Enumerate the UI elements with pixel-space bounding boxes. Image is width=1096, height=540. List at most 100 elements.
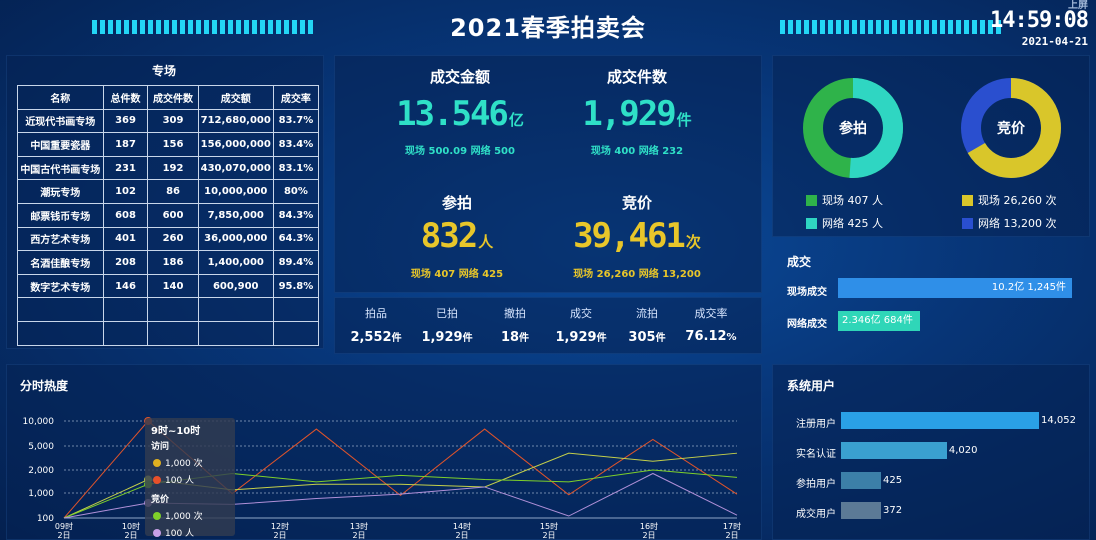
table-cell: 309	[147, 108, 199, 134]
stat-value: 305件	[628, 330, 666, 345]
fenshi-title: 分时热度	[20, 379, 69, 393]
fenshi-chart[interactable]: 10,0005,0002,0001,00010009时2日10时2日12时2日1…	[0, 405, 760, 540]
header-decoration-right	[780, 20, 1004, 34]
table-row[interactable]: 中国重要瓷器 187 156 156,000,000 83.4%	[17, 132, 320, 157]
zhuanchang-table: 名称 总件数 成交件数 成交额 成交率 近现代书画专场 369 309 712,680…	[17, 85, 320, 346]
table-row[interactable]	[17, 297, 320, 322]
col-header: 成交件数	[147, 85, 199, 110]
table-cell: 712,680,000	[197, 108, 274, 134]
table-cell: 600,900	[197, 273, 274, 299]
canpai-legend-onsite: 现场 407 人	[806, 192, 883, 208]
jingjia-legend-online: 网络 13,200 次	[962, 215, 1056, 231]
table-cell	[197, 320, 274, 346]
user-bar	[841, 412, 1039, 429]
table-row[interactable]: 近现代书画专场 369 309 712,680,000 83.7%	[17, 108, 320, 134]
x-tick-label: 09时	[55, 521, 73, 531]
bids-label: 竞价	[621, 194, 652, 212]
chengjiao-online-label: 网络成交	[787, 319, 827, 330]
chengjiao-onsite-label: 现场成交	[787, 287, 827, 298]
bids-value: 39,461 次	[573, 216, 701, 256]
stat-label: 成交	[570, 307, 592, 320]
col-header: 成交率	[272, 85, 320, 110]
bidders-sub: 现场 407 网络 425	[410, 269, 504, 280]
table-row[interactable]: 数字艺术专场 146 140 600,900 95.8%	[17, 273, 320, 299]
user-row-label: 实名认证	[796, 449, 836, 460]
table-cell: 中国重要瓷器	[17, 132, 104, 157]
stat-label: 已拍	[436, 307, 458, 320]
stat-item: 流拍 305件	[612, 305, 682, 345]
screen-label[interactable]: 上屏	[1068, 0, 1088, 11]
table-cell: 192	[147, 155, 199, 181]
table-cell: 邮票钱币专场	[17, 202, 104, 228]
jingjia-donut	[961, 78, 1061, 178]
x-tick-label: 10时	[122, 521, 140, 531]
y-tick-label: 100	[37, 514, 54, 524]
x-tick-date: 2日	[124, 531, 137, 540]
chart-tooltip: 9时~10时 访问 1,000 次 100 人 竞价 1,000 次 100 人	[145, 418, 235, 539]
user-bar-value: 14,052	[1041, 415, 1076, 426]
table-row[interactable]: 名酒佳酿专场 208 186 1,400,000 89.4%	[17, 250, 320, 275]
bids-sub: 现场 26,260 网络 13,200	[573, 269, 701, 280]
table-cell	[197, 297, 274, 322]
bidders-label: 参拍	[441, 194, 472, 212]
count-value: 1,929 件	[582, 94, 692, 134]
x-tick-date: 2日	[725, 531, 738, 540]
table-cell: 7,850,000	[197, 202, 274, 228]
table-row[interactable]: 邮票钱币专场 608 600 7,850,000 84.3%	[17, 202, 320, 228]
y-tick-label: 1,000	[28, 489, 54, 499]
table-cell: 140	[147, 273, 199, 299]
stat-value: 18件	[500, 330, 530, 345]
canpai-legend-online: 网络 425 人	[806, 215, 883, 231]
table-cell: 187	[102, 132, 149, 157]
table-row[interactable]	[17, 320, 320, 346]
amount-label: 成交金额	[429, 68, 490, 86]
stats-panel	[334, 297, 762, 354]
x-tick-date: 2日	[542, 531, 555, 540]
table-row[interactable]: 西方艺术专场 401 260 36,000,000 64.3%	[17, 226, 320, 252]
user-row-label: 成交用户	[796, 509, 836, 520]
count-sub: 现场 400 网络 232	[590, 146, 684, 157]
table-cell: 西方艺术专场	[17, 226, 104, 252]
user-row-label: 注册用户	[796, 419, 836, 430]
header-decoration-left	[92, 20, 316, 34]
table-cell	[147, 297, 199, 322]
tooltip-title: 9时~10时	[151, 426, 201, 437]
stat-label: 拍品	[365, 307, 387, 320]
table-cell: 数字艺术专场	[17, 273, 104, 299]
table-row[interactable]: 中国古代书画专场 231 192 430,070,000 83.1%	[17, 155, 320, 181]
table-row[interactable]: 潮玩专场 102 86 10,000,000 80%	[17, 179, 320, 204]
clock: 上屏 14:59:08 2021-04-21	[990, 0, 1089, 48]
table-cell: 10,000,000	[197, 179, 274, 204]
x-tick-date: 2日	[273, 531, 286, 540]
table-cell: 近现代书画专场	[17, 108, 104, 134]
chengjiao-title: 成交	[787, 255, 812, 269]
table-cell: 156,000,000	[197, 132, 274, 157]
stat-value: 1,929件	[421, 330, 473, 345]
table-cell: 83.1%	[272, 155, 320, 181]
x-tick-date: 2日	[455, 531, 468, 540]
table-cell	[17, 297, 104, 322]
y-tick-label: 10,000	[23, 417, 55, 427]
x-tick-date: 2日	[352, 531, 365, 540]
user-row-label: 参拍用户	[796, 479, 836, 490]
x-tick-label: 16时	[640, 521, 658, 531]
page-title: 2021春季拍卖会	[450, 14, 646, 42]
kpi-panel	[334, 55, 762, 293]
stat-value: 1,929件	[555, 330, 607, 345]
user-bar	[841, 472, 881, 489]
bidders-value: 832 人	[420, 216, 494, 256]
canpai-donut	[803, 78, 903, 178]
x-tick-label: 15时	[540, 521, 558, 531]
tooltip-row: 100 人	[153, 526, 229, 539]
stat-item: 成交率 76.12%	[676, 305, 746, 344]
table-cell: 潮玩专场	[17, 179, 104, 204]
table-cell: 608	[102, 202, 149, 228]
x-tick-label: 12时	[271, 521, 289, 531]
table-header-row: 名称 总件数 成交件数 成交额 成交率	[17, 85, 320, 110]
clock-date: 2021-04-21	[1021, 35, 1088, 48]
table-cell: 83.4%	[272, 132, 320, 157]
table-cell	[17, 320, 104, 346]
table-cell: 430,070,000	[197, 155, 274, 181]
table-cell	[272, 320, 320, 346]
x-tick-date: 2日	[642, 531, 655, 540]
